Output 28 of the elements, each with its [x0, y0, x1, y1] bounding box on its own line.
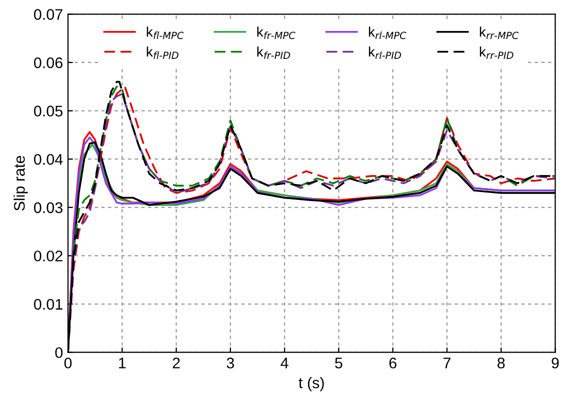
x-axis-title: t (s): [298, 377, 324, 392]
legend-label: k$_{fr‐MPC}$: [257, 26, 296, 40]
legend-label: k$_{fr‐PID}$: [257, 46, 290, 59]
y-tick-label: 0.03: [34, 202, 62, 214]
legend-label: k$_{rr‐PID}$: [480, 46, 514, 59]
y-axis-title: Slip rate: [14, 156, 28, 211]
x-tick-label: 1: [119, 358, 126, 368]
x-tick-label: 6: [389, 358, 396, 368]
x-tick-label: 0: [64, 358, 72, 368]
x-tick-label: 9: [552, 358, 559, 368]
x-tick-label: 2: [172, 358, 180, 368]
legend-label: k$_{rr‐MPC}$: [480, 26, 519, 40]
legend-label: k$_{rl‐MPC}$: [368, 26, 406, 40]
y-tick-label: 0: [55, 347, 63, 358]
x-tick-label: 4: [280, 358, 288, 368]
y-tick-label: 0.05: [34, 106, 63, 116]
x-tick-label: 8: [498, 358, 505, 368]
y-tick-label: 0.02: [34, 250, 62, 262]
x-tick-label: 7: [444, 358, 450, 368]
legend-label: k$_{rl‐PID}$: [368, 46, 402, 59]
x-tick-label: 3: [226, 358, 234, 368]
y-tick-label: 0.07: [34, 9, 62, 20]
y-tick-label: 0.04: [34, 154, 63, 165]
x-tick-label: 5: [335, 358, 342, 368]
legend-label: k$_{fl‐MPC}$: [146, 26, 184, 40]
legend-label: k$_{fl‐PID}$: [146, 46, 178, 59]
y-tick-label: 0.06: [34, 57, 62, 68]
y-tick-label: 0.01: [34, 298, 62, 310]
